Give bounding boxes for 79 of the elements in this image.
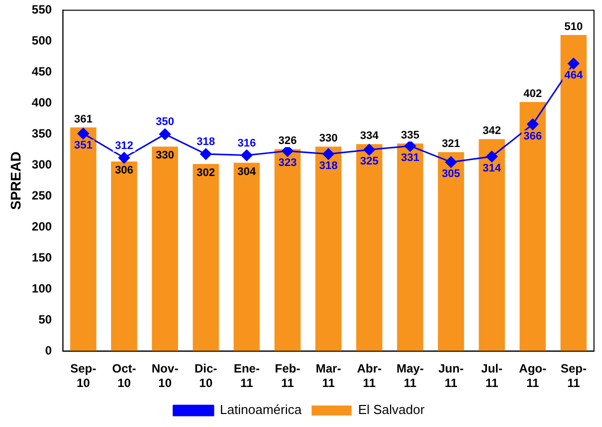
y-tick-label: 550 xyxy=(32,2,52,17)
data-label: 318 xyxy=(196,136,216,148)
data-label: 318 xyxy=(319,160,338,172)
point xyxy=(568,58,580,70)
point xyxy=(240,150,252,162)
y-tick-label: 400 xyxy=(32,96,52,110)
point xyxy=(78,128,89,140)
y-tick-label: 250 xyxy=(32,188,52,203)
y-tick-label: 300 xyxy=(32,158,52,172)
data-label: 334 xyxy=(360,130,380,142)
data-label: 361 xyxy=(74,113,92,126)
bar xyxy=(356,144,382,352)
y-tick-label: 50 xyxy=(38,312,52,327)
data-label: 321 xyxy=(442,138,460,150)
y-tick-label: 150 xyxy=(32,250,52,265)
x-tick-label: Jun-11 xyxy=(438,362,464,390)
bar xyxy=(152,146,178,352)
bar xyxy=(192,164,219,352)
data-label: 331 xyxy=(400,152,420,164)
data-label: 464 xyxy=(564,70,584,82)
point xyxy=(364,144,376,156)
point xyxy=(200,148,212,160)
data-label: 335 xyxy=(400,130,420,142)
data-label: 330 xyxy=(319,132,338,145)
data-label: 330 xyxy=(156,150,174,162)
data-label: 342 xyxy=(482,125,502,138)
data-label: 314 xyxy=(482,162,502,175)
point xyxy=(486,150,498,162)
x-tick-label: Sep-11 xyxy=(560,362,587,390)
point xyxy=(322,148,334,160)
data-label: 351 xyxy=(74,140,92,152)
x-tick-label: Dic-10 xyxy=(194,362,218,390)
data-label: 366 xyxy=(524,130,542,142)
x-tick-label: Ene-11 xyxy=(234,362,260,390)
x-tick-label: Ago-11 xyxy=(519,362,546,390)
legend-label: El Salvador xyxy=(358,402,426,418)
point xyxy=(159,128,171,140)
x-tick-label: Sep-10 xyxy=(70,362,96,390)
bar xyxy=(315,146,342,352)
data-label: 402 xyxy=(524,88,542,100)
bar xyxy=(234,162,260,352)
x-tick-label: Jul-11 xyxy=(481,362,503,390)
data-label: 325 xyxy=(360,156,378,168)
y-tick-label: 100 xyxy=(32,282,52,296)
point xyxy=(404,140,416,152)
data-label: 302 xyxy=(196,166,216,179)
x-tick-label: Oct-10 xyxy=(112,362,136,390)
legend-label: Latinoamérica xyxy=(220,402,302,418)
bar xyxy=(560,35,587,352)
y-tick-label: 0 xyxy=(45,344,52,358)
y-tick-label: 200 xyxy=(32,220,52,234)
data-label: 304 xyxy=(238,166,257,178)
bar xyxy=(397,144,424,352)
data-label: 316 xyxy=(238,137,256,150)
bar xyxy=(70,127,96,352)
x-tick-label: Mar-11 xyxy=(316,362,342,390)
y-axis-title: SPREAD xyxy=(7,152,24,210)
y-tick-label: 500 xyxy=(32,34,52,48)
point xyxy=(118,152,130,164)
point xyxy=(526,118,538,130)
data-label: 312 xyxy=(114,140,134,152)
data-label: 306 xyxy=(114,164,134,177)
data-label: 323 xyxy=(278,156,297,169)
bar xyxy=(438,152,464,352)
data-label: 305 xyxy=(442,168,460,180)
data-label: 510 xyxy=(564,21,583,34)
x-tick-label: Abr-11 xyxy=(356,362,382,390)
bar xyxy=(478,139,505,352)
bar xyxy=(111,161,138,352)
data-label: 350 xyxy=(156,116,174,128)
y-tick-label: 450 xyxy=(32,64,52,79)
x-tick-label: May-11 xyxy=(396,362,424,390)
y-tick-label: 350 xyxy=(32,126,52,141)
x-tick-label: Feb-11 xyxy=(274,362,300,390)
bar xyxy=(274,149,301,352)
bar xyxy=(520,102,546,352)
point xyxy=(445,156,457,168)
data-label: 326 xyxy=(278,135,297,148)
x-tick-label: Nov-10 xyxy=(152,362,178,390)
